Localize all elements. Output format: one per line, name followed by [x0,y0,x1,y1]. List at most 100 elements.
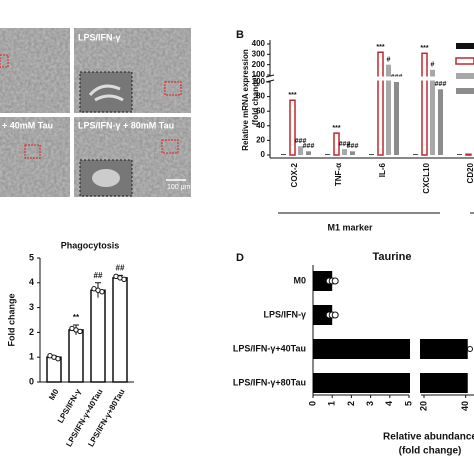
x-tick-label: 1 [327,401,337,406]
significance: *** [420,45,428,52]
significance: ### [303,143,315,150]
bar [313,305,333,325]
bar [281,154,286,155]
bar [313,339,468,359]
y-tick-label: 400 [252,39,266,48]
y-tick-label: 0 [261,150,266,159]
bar [333,132,340,156]
data-point [467,346,473,352]
bar [350,151,355,155]
significance: ### [295,138,307,145]
y-tick-label: 5 [29,252,34,262]
y-tick-label: 100 [252,77,266,86]
x-tick-label: 4 [384,401,394,406]
bar [377,51,384,156]
significance: ** [73,313,80,322]
axis-break [266,76,474,81]
image-label: LPS/IFN-γ + 80mM Tau [78,120,174,130]
bar [457,154,462,155]
roi-box [24,144,41,159]
y-axis-label: Relative mRNA expression [241,49,250,151]
y-tick-label: 100 [252,70,266,79]
axis-break [410,265,420,396]
y-tick-label: 200 [252,60,266,69]
chart-title: Taurine [373,251,412,263]
data-point [331,277,339,285]
panel-a: LPS/IFN-γ + 40mM Tau LPS/IFN-γ + 80mM Ta… [0,28,191,197]
bar [90,289,106,383]
y-tick-label: 2 [29,327,34,337]
x-tick-label: 20 [418,401,428,411]
significance: ### [347,143,359,150]
data-point [99,289,105,295]
bar [306,151,311,155]
bar [112,277,128,383]
x-tick-label: 2 [346,401,356,406]
bar [325,154,330,155]
y-tick-label: 0 [29,376,34,386]
bar [394,82,399,155]
y-tick-label: LPS/IFN-γ+80Tau [233,377,306,387]
y-axis-label: (fold change) [251,75,260,126]
significance: ## [116,263,125,272]
bar [313,373,468,393]
y-tick-label: 3 [29,302,34,312]
legend-swatch [456,88,474,94]
y-tick-label: 20 [256,136,265,145]
roi-box [0,54,9,68]
inset-cell [92,169,120,187]
bar [465,153,472,156]
roi-box [164,81,182,96]
scale-bar-label: 100 μm [167,184,191,191]
x-tick-label: TNF-α [334,163,343,186]
legend-swatch [455,57,474,65]
x-axis-label: (fold change) [399,446,462,457]
data-point [331,311,339,319]
legend-swatch [456,73,474,79]
x-axis-label: Relative abundance [383,432,474,443]
bar [289,99,296,156]
x-tick-label: 5 [403,401,413,406]
data-point [121,276,127,283]
y-tick-label: LPS/IFN-γ [263,309,306,319]
micrograph-texture [0,28,70,113]
y-tick-label: 80 [256,92,265,101]
x-tick-label: CXCL10 [422,162,431,193]
x-tick-label: 40 [460,401,470,411]
x-tick-label: COX-2 [290,162,299,187]
significance: ### [339,141,351,148]
bar [386,64,391,155]
data-point [77,328,83,335]
group-label: M1 marker [327,222,373,232]
significance: # [387,57,391,64]
roi-box [161,139,179,154]
y-axis-label: Fold change [6,293,16,346]
bar [342,149,347,155]
bar [430,69,435,155]
x-tick-label: M0 [47,387,61,402]
legend-swatch [456,43,474,49]
x-tick-label: 3 [365,401,375,406]
image-label: + 40mM Tau [2,120,53,130]
inset-cell [88,84,124,102]
y-tick-label: 1 [29,352,34,362]
x-tick-label: IL-6 [378,162,387,177]
x-tick-label: 0 [307,401,317,406]
significance: *** [332,125,340,132]
significance: # [431,62,435,69]
bar [298,146,303,155]
inset [79,71,133,113]
data-point [55,356,61,362]
x-tick-label: CD20 [466,162,474,183]
bar [313,271,333,291]
bar [413,154,418,155]
break-mark [265,74,275,78]
significance: *** [376,44,384,51]
significance: ## [94,271,103,280]
significance: ### [435,81,447,88]
y-tick-label: 40 [256,121,265,130]
panel-letter: B [236,29,244,41]
micrograph-texture [0,117,70,197]
chart-title: Phagocytosis [61,240,120,250]
